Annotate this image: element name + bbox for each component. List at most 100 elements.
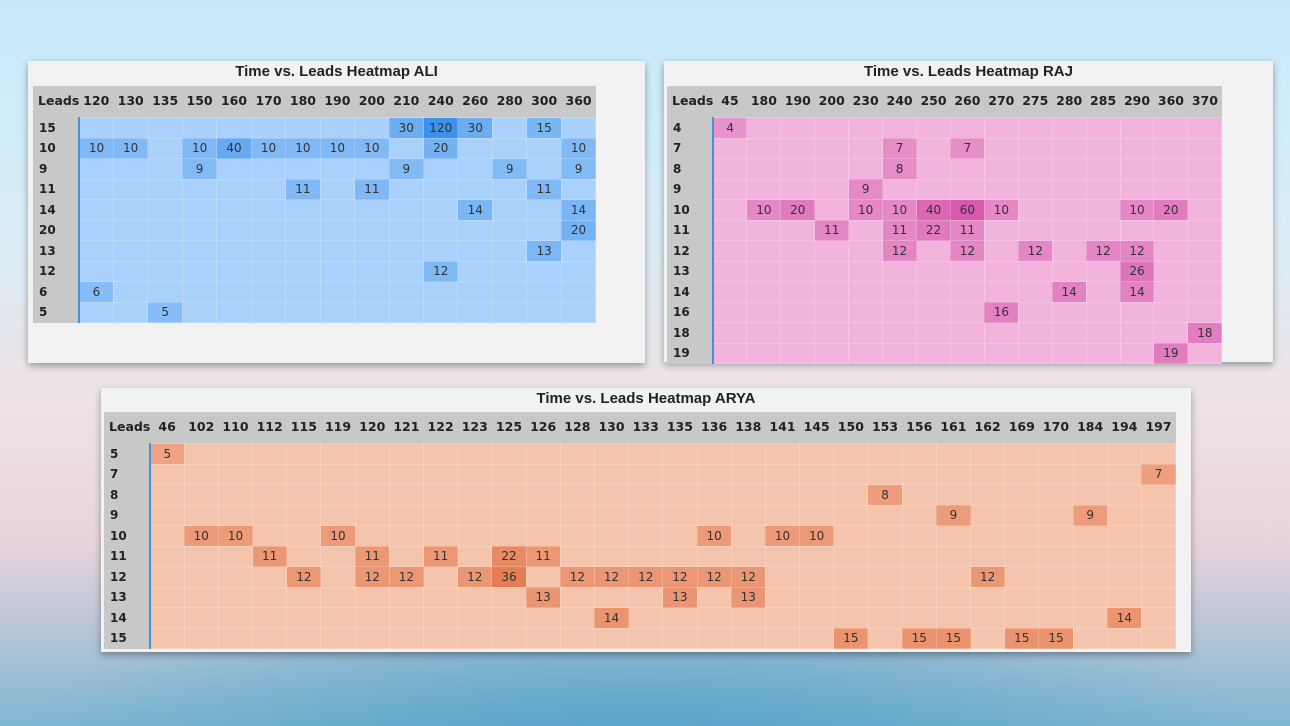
heatmap-cell	[559, 545, 595, 567]
heatmap-cell	[780, 322, 816, 344]
heatmap-cell	[1038, 484, 1074, 506]
heatmap-cell	[696, 586, 732, 608]
heatmap-cell	[1119, 219, 1155, 241]
heatmap-row: 14 14 14	[667, 281, 1223, 303]
column-header: 290	[1120, 86, 1154, 114]
heatmap-cell	[867, 545, 903, 567]
heatmap-cell	[696, 545, 732, 567]
heatmap-cell: 20	[423, 137, 459, 159]
heatmap-cell	[183, 443, 219, 465]
heatmap-cell	[526, 199, 562, 221]
heatmap-cell: 12	[1085, 240, 1121, 262]
heatmap-cell	[423, 199, 459, 221]
heatmap-cell	[525, 607, 561, 629]
heatmap-cell	[216, 301, 252, 323]
heatmap-cell	[662, 443, 698, 465]
heatmap-cell	[848, 281, 884, 303]
row-header: 9	[104, 505, 151, 526]
heatmap-cell	[901, 504, 937, 526]
heatmap-cell	[250, 178, 287, 200]
heatmap-cell	[250, 158, 287, 180]
heatmap-cell	[216, 199, 252, 221]
heatmap-cell	[1106, 545, 1142, 567]
heatmap-cell	[1140, 504, 1177, 526]
row-header: 10	[33, 138, 80, 159]
heatmap-cell: 11	[285, 178, 321, 200]
column-header: 133	[628, 412, 663, 440]
heatmap-cell: 20	[1153, 199, 1189, 221]
heatmap-cell	[112, 199, 149, 221]
heatmap-row: 9 9 9	[104, 504, 1177, 526]
heatmap-cell	[1106, 443, 1142, 465]
heatmap-cell	[252, 607, 288, 629]
heatmap-cell	[78, 178, 114, 200]
column-header: 190	[780, 86, 815, 114]
heatmap-cell	[149, 463, 185, 485]
heatmap-cell	[799, 484, 835, 506]
heatmap-cell	[799, 566, 835, 588]
heatmap-cell	[799, 463, 835, 485]
heatmap-cell: 10	[1119, 199, 1155, 221]
heatmap-cell	[814, 240, 850, 262]
row-header: 8	[667, 158, 714, 179]
heatmap-cell	[746, 178, 782, 200]
heatmap-cell	[1072, 484, 1108, 506]
heatmap-cell: 9	[1072, 504, 1108, 526]
heatmap-cell	[848, 158, 884, 180]
corner-label: Leads	[33, 86, 79, 114]
heatmap-cell: 9	[491, 158, 528, 180]
heatmap-cell: 10	[764, 525, 801, 547]
column-header: 121	[389, 412, 424, 440]
heatmap-row: 13 13	[33, 240, 597, 262]
heatmap-cell	[696, 484, 732, 506]
heatmap-cell	[712, 260, 748, 282]
heatmap-cell	[216, 178, 252, 200]
heatmap-cell	[149, 525, 185, 547]
heatmap-cell: 9	[560, 158, 597, 180]
heatmap-cell	[983, 158, 1019, 180]
heatmap-cell	[780, 281, 816, 303]
row-header: 5	[33, 302, 80, 323]
heatmap-cell: 36	[491, 566, 527, 588]
heatmap-cell	[525, 463, 561, 485]
heatmap-cell: 10	[882, 199, 918, 221]
column-header: 260	[950, 86, 985, 114]
heatmap-cell	[1038, 566, 1074, 588]
heatmap-cell: 10	[983, 199, 1019, 221]
heatmap-cell	[712, 342, 748, 364]
column-header: 126	[526, 412, 561, 440]
heatmap-cell	[1038, 607, 1074, 629]
heatmap-cell	[286, 443, 322, 465]
heatmap-cell	[1140, 525, 1177, 547]
heatmap-cell	[969, 586, 1006, 608]
heatmap-cell: 10	[285, 137, 321, 159]
heatmap-cell	[285, 199, 321, 221]
column-header: 275	[1018, 86, 1053, 114]
heatmap-cell: 10	[746, 199, 782, 221]
heatmap-cell	[491, 301, 528, 323]
heatmap-cell	[423, 219, 459, 241]
heatmap-cell	[1004, 463, 1040, 485]
heatmap-cell	[1106, 504, 1142, 526]
heatmap-cell	[559, 586, 595, 608]
heatmap-cell	[183, 504, 219, 526]
heatmap-cell	[526, 301, 562, 323]
heatmap-cell	[181, 117, 218, 139]
heatmap-cell	[1140, 566, 1177, 588]
heatmap-cell	[1038, 586, 1074, 608]
heatmap-cell	[112, 240, 149, 262]
heatmap-cell	[252, 566, 288, 588]
heatmap-cell: 7	[1140, 463, 1177, 485]
heatmap-cell	[149, 607, 185, 629]
heatmap-cell	[764, 566, 801, 588]
heatmap-cell	[559, 607, 595, 629]
heatmap-cell	[147, 260, 183, 282]
heatmap-cell	[983, 342, 1019, 364]
heatmap-cell	[78, 158, 114, 180]
heatmap-cell	[696, 443, 732, 465]
heatmap-cell	[848, 260, 884, 282]
heatmap-row: 15 30 120 30 15	[33, 117, 597, 139]
heatmap-cell	[457, 281, 493, 303]
heatmap-cell	[1038, 463, 1074, 485]
